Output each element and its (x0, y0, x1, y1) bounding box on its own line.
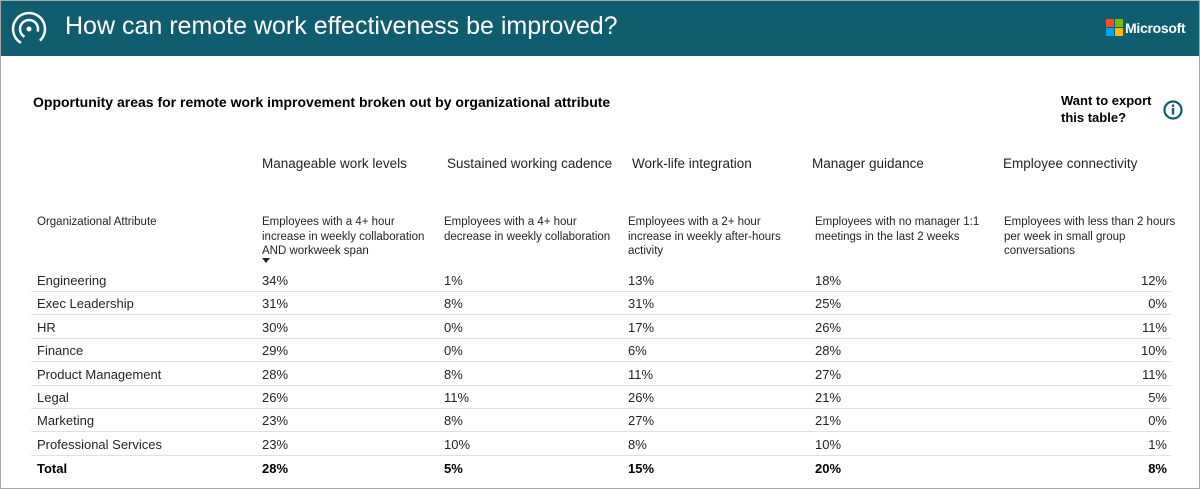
row-label: Product Management (37, 366, 162, 382)
table-title: Opportunity areas for remote work improv… (33, 94, 611, 110)
group-header: Manageable work levels (262, 156, 407, 171)
table-cell: 21% (815, 413, 842, 429)
column-description: Employees with a 4+ hour decrease in wee… (444, 216, 611, 243)
table-cell: 28% (815, 343, 842, 359)
app-logo (11, 11, 47, 47)
table-cell: 11% (444, 390, 470, 405)
group-header: Work-life integration (632, 156, 752, 171)
info-button[interactable] (1162, 99, 1184, 121)
row-label: Total (37, 460, 68, 476)
brand-name: Microsoft (1125, 20, 1186, 36)
row-separator (31, 454, 1171, 456)
table-cell: 10% (815, 436, 842, 452)
column-description: Employees with a 4+ hour increase in wee… (262, 216, 425, 257)
table-cell: 10% (444, 436, 471, 452)
table-cell: 23% (262, 413, 289, 429)
table-cell: 27% (628, 413, 655, 429)
row-separator (31, 314, 1171, 316)
table-cell: 28% (262, 366, 289, 382)
table-cell: 25% (815, 296, 842, 312)
table-cell: 27% (815, 366, 842, 382)
table-cell: 12% (1140, 273, 1167, 288)
table-cell: 31% (628, 296, 655, 312)
table-cell: 8% (628, 436, 647, 452)
table-cell: 8% (444, 366, 463, 382)
export-note: Want to export this table? (1061, 93, 1152, 125)
table-cell: 29% (262, 343, 289, 359)
group-header: Sustained working cadence (447, 156, 613, 171)
column-header: Organizational Attribute (37, 216, 157, 228)
row-label: Legal (37, 390, 69, 405)
sort-indicator[interactable] (262, 258, 272, 264)
table-cell: 1% (1148, 436, 1167, 452)
page-title: How can remote work effectiveness be imp… (65, 12, 618, 40)
row-separator (31, 384, 1171, 386)
table-cell: 8% (1148, 460, 1167, 476)
table-cell: 17% (628, 319, 655, 335)
table-cell: 30% (262, 319, 289, 335)
table-cell: 34% (262, 273, 289, 288)
table-cell: 8% (444, 413, 463, 429)
row-label: Exec Leadership (37, 296, 134, 312)
table-cell: 26% (262, 390, 289, 405)
row-separator (31, 337, 1171, 339)
table-cell: 23% (262, 436, 289, 452)
row-separator (31, 361, 1171, 363)
table-cell: 20% (815, 460, 842, 476)
table-cell: 11% (1141, 366, 1167, 382)
row-label: Professional Services (37, 436, 162, 452)
row-label: Finance (37, 343, 84, 359)
table-cell: 0% (444, 319, 463, 335)
group-header: Manager guidance (812, 156, 924, 171)
table-cell: 21% (815, 390, 842, 405)
table-cell: 10% (1140, 343, 1167, 359)
header-bar: How can remote work effectiveness be imp… (1, 1, 1199, 56)
group-header: Employee connectivity (1003, 156, 1138, 171)
table-cell: 5% (1148, 390, 1167, 405)
table-cell: 15% (628, 460, 655, 476)
column-description: Employees with a 2+ hour increase in wee… (628, 216, 781, 257)
table-cell: 26% (815, 319, 842, 335)
table-cell: 5% (444, 460, 463, 476)
column-description: Employees with less than 2 hours per wee… (1004, 216, 1176, 257)
table-cell: 26% (628, 390, 655, 405)
table-cell: 0% (1148, 296, 1167, 312)
row-label: Engineering (37, 273, 107, 288)
brand-logo (1106, 19, 1123, 36)
table-cell: 31% (262, 296, 289, 312)
table-cell: 11% (1141, 319, 1167, 335)
table-cell: 1% (444, 273, 463, 288)
table-cell: 18% (815, 273, 842, 288)
row-separator (31, 408, 1171, 409)
table-cell: 0% (444, 343, 463, 359)
table-cell: 28% (262, 460, 289, 476)
column-description: Employees with no manager 1:1 meetings i… (815, 216, 980, 243)
row-separator (31, 291, 1171, 292)
table-cell: 8% (444, 296, 463, 312)
table-cell: 11% (628, 366, 654, 382)
table-cell: 13% (628, 273, 655, 288)
row-label: Marketing (37, 413, 95, 429)
table-cell: 6% (628, 343, 647, 359)
row-label: HR (37, 319, 56, 335)
row-separator (31, 431, 1171, 433)
table-cell: 0% (1148, 413, 1167, 429)
